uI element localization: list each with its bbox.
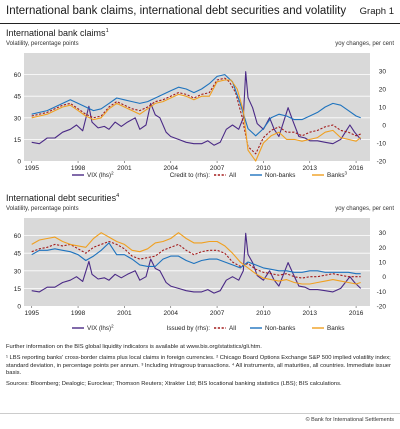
sources-note: Sources: Bloomberg; Dealogic; Euroclear;…	[6, 381, 342, 388]
x-tick-label: 2001	[117, 310, 132, 317]
x-tick-label: 2004	[164, 310, 179, 317]
lhs-tick-label: 45	[14, 94, 22, 101]
panel-2-rhs-caption: yoy changes, per cent	[335, 206, 394, 212]
vix-line	[31, 232, 362, 294]
lhs-tick-label: 15	[14, 286, 22, 293]
x-tick-label: 1998	[71, 165, 86, 172]
legend-credit-label: Credit to (rhs):	[170, 172, 210, 179]
x-tick-label: 1995	[24, 310, 39, 317]
x-tick-label: 1998	[71, 310, 86, 317]
x-tick-label: 2001	[117, 165, 132, 172]
legend: VIX (lhs)2 Credit to (rhs): All Non-banks Ba…	[72, 171, 348, 180]
legend-vix-label: VIX (lhs)2	[87, 324, 114, 333]
panel-2-title: International debt securities4	[6, 193, 120, 203]
lhs-tick-label: 60	[14, 72, 22, 79]
rhs-tick-label: -20	[377, 159, 387, 166]
legend-vix-label: VIX (lhs)2	[87, 171, 114, 180]
panel-2-lhs-caption: Volatility, percentage points	[6, 206, 79, 212]
all-line	[31, 77, 361, 155]
x-tick-label: 2007	[210, 310, 225, 317]
banks-line	[31, 79, 362, 162]
x-tick-label: 2010	[256, 310, 271, 317]
lhs-tick-label: 0	[17, 159, 21, 166]
x-tick-label: 2010	[256, 165, 271, 172]
x-tick-label: 2013	[303, 310, 318, 317]
rhs-tick-label: -20	[377, 304, 387, 311]
lhs-tick-label: 15	[14, 137, 22, 144]
panel-1-title: International bank claims1	[6, 28, 109, 38]
graph-number: Graph 1	[359, 6, 394, 17]
rhs-tick-label: -10	[377, 289, 387, 296]
further-info-note: Further information on the BIS global li…	[6, 344, 262, 350]
lhs-tick-label: 60	[14, 233, 22, 240]
legend-all-label: All	[229, 172, 236, 179]
panel-1-chart: 0 15 30 45 60 -20 -10 0 10 20 30 1995 1998 2001 2004 20…	[14, 53, 387, 180]
rhs-tick-label: 20	[379, 87, 387, 94]
panel-1-rhs-caption: yoy changes, per cent	[335, 41, 394, 47]
legend-nonbanks-label: Non-banks	[265, 325, 295, 332]
legend-banks-label: Banks	[327, 325, 345, 332]
legend-credit-label: Issued by (rhs):	[167, 325, 211, 332]
notes: Further information on the BIS global li…	[6, 344, 394, 392]
x-tick-label: 2007	[210, 165, 225, 172]
lhs-tick-label: 0	[17, 304, 21, 311]
panel-1-lhs-caption: Volatility, percentage points	[6, 41, 79, 47]
panel-2-chart: 0 15 30 45 60 -20 -10 0 10 20 30 1995 1998 2001 2004 20…	[14, 218, 387, 333]
rhs-tick-label: 0	[382, 274, 386, 281]
footnotes: ¹ LBS reporting banks' cross-border clai…	[6, 354, 391, 377]
plot-area	[24, 53, 370, 161]
legend-nonbanks-label: Non-banks	[265, 172, 295, 179]
rhs-tick-label: 30	[379, 230, 387, 237]
x-tick-label: 2016	[349, 165, 364, 172]
legend: VIX (lhs)2 Issued by (rhs): All Non-banks Ba…	[72, 324, 345, 333]
vix-line	[31, 71, 362, 146]
rhs-tick-label: 10	[379, 260, 387, 267]
rhs-tick-label: 0	[382, 123, 386, 130]
nonbanks-line	[31, 242, 361, 275]
graph-title: International bank claims, international…	[6, 5, 347, 17]
x-tick-label: 2013	[303, 165, 318, 172]
all-line	[31, 240, 361, 279]
x-tick-label: 2016	[349, 310, 364, 317]
x-tick-label: 1995	[24, 165, 39, 172]
lhs-tick-label: 45	[14, 251, 22, 258]
rhs-tick-label: 10	[379, 105, 387, 112]
legend-all-label: All	[229, 325, 236, 332]
x-tick-label: 2004	[164, 165, 179, 172]
banks-line	[31, 232, 361, 285]
lhs-tick-label: 30	[14, 115, 22, 122]
graph-header: International bank claims, international…	[0, 0, 400, 24]
lhs-tick-label: 30	[14, 268, 22, 275]
copyright: © Bank for International Settlements	[305, 417, 394, 423]
rhs-tick-label: 30	[379, 69, 387, 76]
rhs-tick-label: -10	[377, 141, 387, 148]
header-rule	[0, 23, 400, 24]
footer-rule	[0, 413, 400, 414]
nonbanks-line	[31, 74, 361, 137]
legend-banks-label: Banks3	[327, 171, 348, 180]
rhs-tick-label: 20	[379, 245, 387, 252]
